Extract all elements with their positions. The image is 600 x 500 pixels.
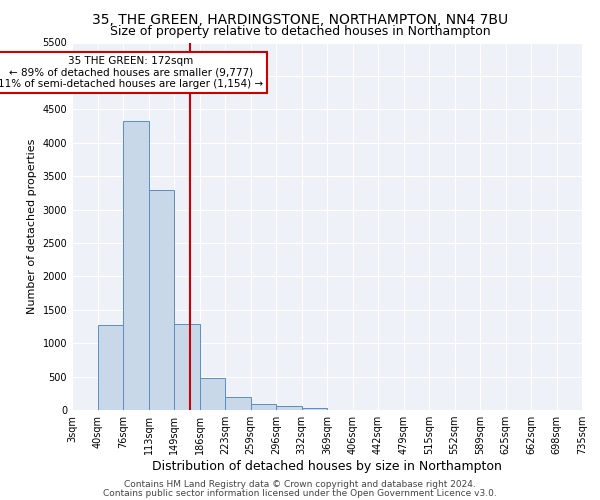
- Text: Contains public sector information licensed under the Open Government Licence v3: Contains public sector information licen…: [103, 489, 497, 498]
- X-axis label: Distribution of detached houses by size in Northampton: Distribution of detached houses by size …: [152, 460, 502, 473]
- Bar: [302, 408, 327, 410]
- Bar: [225, 396, 251, 410]
- Text: Size of property relative to detached houses in Northampton: Size of property relative to detached ho…: [110, 25, 490, 38]
- Bar: [149, 190, 174, 410]
- Text: Contains HM Land Registry data © Crown copyright and database right 2024.: Contains HM Land Registry data © Crown c…: [124, 480, 476, 489]
- Text: 35 THE GREEN: 172sqm
← 89% of detached houses are smaller (9,777)
11% of semi-de: 35 THE GREEN: 172sqm ← 89% of detached h…: [0, 56, 263, 89]
- Bar: [276, 406, 302, 410]
- Bar: [199, 378, 225, 410]
- Bar: [251, 404, 276, 410]
- Text: 35, THE GREEN, HARDINGSTONE, NORTHAMPTON, NN4 7BU: 35, THE GREEN, HARDINGSTONE, NORTHAMPTON…: [92, 12, 508, 26]
- Y-axis label: Number of detached properties: Number of detached properties: [27, 138, 37, 314]
- Bar: [174, 324, 199, 410]
- Bar: [123, 120, 149, 410]
- Bar: [97, 325, 123, 410]
